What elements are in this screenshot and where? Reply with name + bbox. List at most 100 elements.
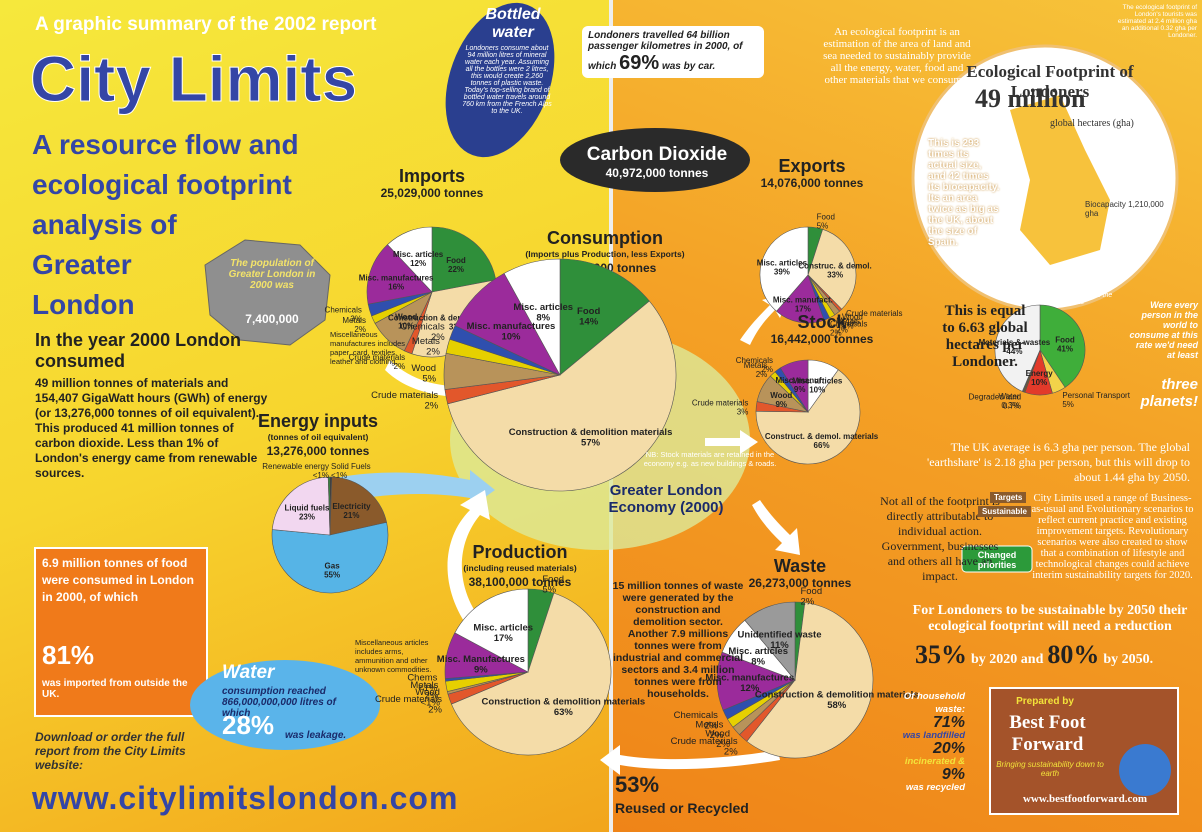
slice-value: 2%: [756, 370, 768, 379]
slice-name: Water: [999, 392, 1020, 401]
slice-value: 9%: [775, 400, 787, 409]
waste-text: 15 million tonnes of waste were generate…: [612, 580, 744, 700]
slice-value: 2%: [394, 362, 406, 371]
slice-label: Construction & demolition materials 58%: [755, 689, 919, 711]
co2-title: Carbon Dioxide: [586, 144, 728, 165]
slice-name: Wood: [705, 728, 730, 739]
pie-title: Energy inputs: [258, 411, 378, 431]
bottled-water-body: Londoners consume about 94 million litre…: [462, 45, 552, 115]
slice-label: Metals 2%: [412, 336, 441, 358]
slice-label: Misc. manuf. 9%: [775, 376, 823, 394]
slice-value: 23%: [299, 512, 315, 521]
globe: [1119, 744, 1171, 796]
slice-name: Food: [817, 213, 835, 222]
slice-name: Chems: [407, 673, 437, 684]
slice-label: Wood 2%: [842, 312, 863, 330]
slice-value: 2%: [836, 325, 848, 334]
slice-label: Misc. articles 12%: [393, 250, 444, 268]
slice-label: Misc. articles 10%: [792, 376, 843, 394]
pie-subtitle: (tonnes of oil equivalent): [268, 432, 369, 442]
pie-slice: [559, 258, 650, 376]
slice-name: Construct. & demol. materials: [765, 432, 879, 441]
uk-map: [1010, 95, 1110, 265]
pie-slice: [776, 274, 825, 324]
stock-arrow: [705, 430, 758, 454]
pie-title: Exports: [778, 156, 845, 176]
slice-label: Metals 2%: [410, 680, 439, 702]
slice-value: 2%: [431, 332, 445, 343]
slice-label: Degraded land 0.7%: [969, 393, 1021, 411]
pie-total: 13,276,000 tonnes: [267, 444, 370, 458]
download: Download or order the full report from t…: [35, 730, 186, 772]
sign-board: [961, 545, 1033, 573]
population-value: 7,400,000: [245, 312, 299, 326]
slice-value: 39%: [774, 267, 790, 276]
scenarios: City Limits used a range of Business-as-…: [1031, 493, 1194, 581]
reductions: 35% by 2020 and 80% by 2050.: [915, 640, 1202, 670]
slice-value: 8%: [536, 312, 550, 323]
pie-total: 26,273,000 tonnes: [749, 576, 852, 590]
slice-value: 2%: [800, 597, 814, 608]
slice-label: Food 5%: [817, 213, 835, 231]
reduction-2020: 35%: [915, 640, 967, 669]
slice-value: 16%: [388, 282, 404, 291]
pie-slice: [746, 602, 874, 759]
slice-name: Wood: [770, 391, 792, 400]
slice-label: Misc. manufactures 12%: [705, 673, 794, 695]
slice-value: 14%: [579, 317, 599, 328]
heading-line: analysis of: [32, 209, 177, 240]
slice-name: Metals: [836, 316, 860, 325]
household-recycled: 9%: [941, 766, 965, 783]
slice-name: Wood: [395, 312, 417, 321]
slice-value: 33%: [827, 271, 843, 280]
food-box-text: 6.9 million tonnes of food were consumed…: [42, 556, 195, 604]
slice-label: Chemicals 3%: [325, 305, 362, 323]
slice-value: 5%: [422, 374, 436, 385]
london-map: [204, 239, 331, 346]
household-title: Of household waste:: [903, 691, 965, 715]
pie-slice: [503, 258, 561, 376]
slice-value: 2%: [704, 721, 718, 732]
slice-name: Metals: [412, 336, 440, 347]
slice-value: 17%: [795, 304, 811, 313]
slice-value: 5%: [817, 222, 829, 231]
slice-value: 12%: [740, 683, 760, 694]
slice-value: <1%: [313, 471, 329, 480]
slice-label: Construct. & demol. materials 66%: [765, 432, 879, 450]
heading-line: Greater: [32, 249, 132, 280]
slice-label: Crude materials 2%: [371, 390, 439, 412]
food-box: [34, 547, 208, 717]
intro-lead: In the year 2000 London consumed: [35, 330, 242, 371]
bff-tagline: Bringing sustainability down to earth: [996, 760, 1104, 778]
slice-label: Misc. manufactures 10%: [467, 321, 556, 343]
sign-changed: Changed priorities: [977, 550, 1017, 570]
slice-value: 58%: [827, 700, 847, 711]
slice-label: Wood 5%: [411, 363, 436, 385]
prepared-by: Prepared by: [1016, 696, 1074, 707]
slice-label: Wood 2%: [705, 728, 730, 750]
slice-name: Chemicals: [400, 321, 445, 332]
slice-name: Wood: [415, 687, 440, 698]
slice-label: Crude materials 2%: [375, 694, 443, 716]
slice-label: Wood <1%: [415, 687, 440, 709]
bottle: [445, 2, 555, 158]
misc-articles-note: Miscellaneous articles includes arms, am…: [355, 638, 432, 674]
tourists-note: The ecological footprint of London's tou…: [1117, 4, 1197, 39]
slice-label: Misc. manufactures 16%: [359, 273, 434, 291]
heading-line: A resource flow and: [32, 129, 299, 160]
travel-text: Londoners travelled 64 billion passenger…: [588, 30, 743, 72]
slice-value: 41%: [1057, 344, 1073, 353]
household-incinerated: 20%: [932, 740, 965, 757]
slice-value: 2%: [428, 704, 442, 715]
pie: Consumption(Imports plus Production, les…: [371, 228, 685, 492]
slice-value: <1%: [331, 471, 347, 480]
slice-value: 10%: [398, 321, 414, 330]
slice-label: Chemicals 2%: [400, 321, 445, 343]
slice-value: 21%: [343, 511, 359, 520]
footprint-definition: An ecological footprint is an estimation…: [823, 26, 971, 86]
travel-box: Londoners travelled 64 billion passenger…: [582, 26, 764, 78]
slice-value: 10%: [1031, 378, 1047, 387]
co2-cloud: [560, 128, 750, 192]
